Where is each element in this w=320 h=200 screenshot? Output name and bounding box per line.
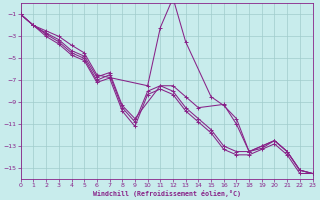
- X-axis label: Windchill (Refroidissement éolien,°C): Windchill (Refroidissement éolien,°C): [93, 190, 241, 197]
